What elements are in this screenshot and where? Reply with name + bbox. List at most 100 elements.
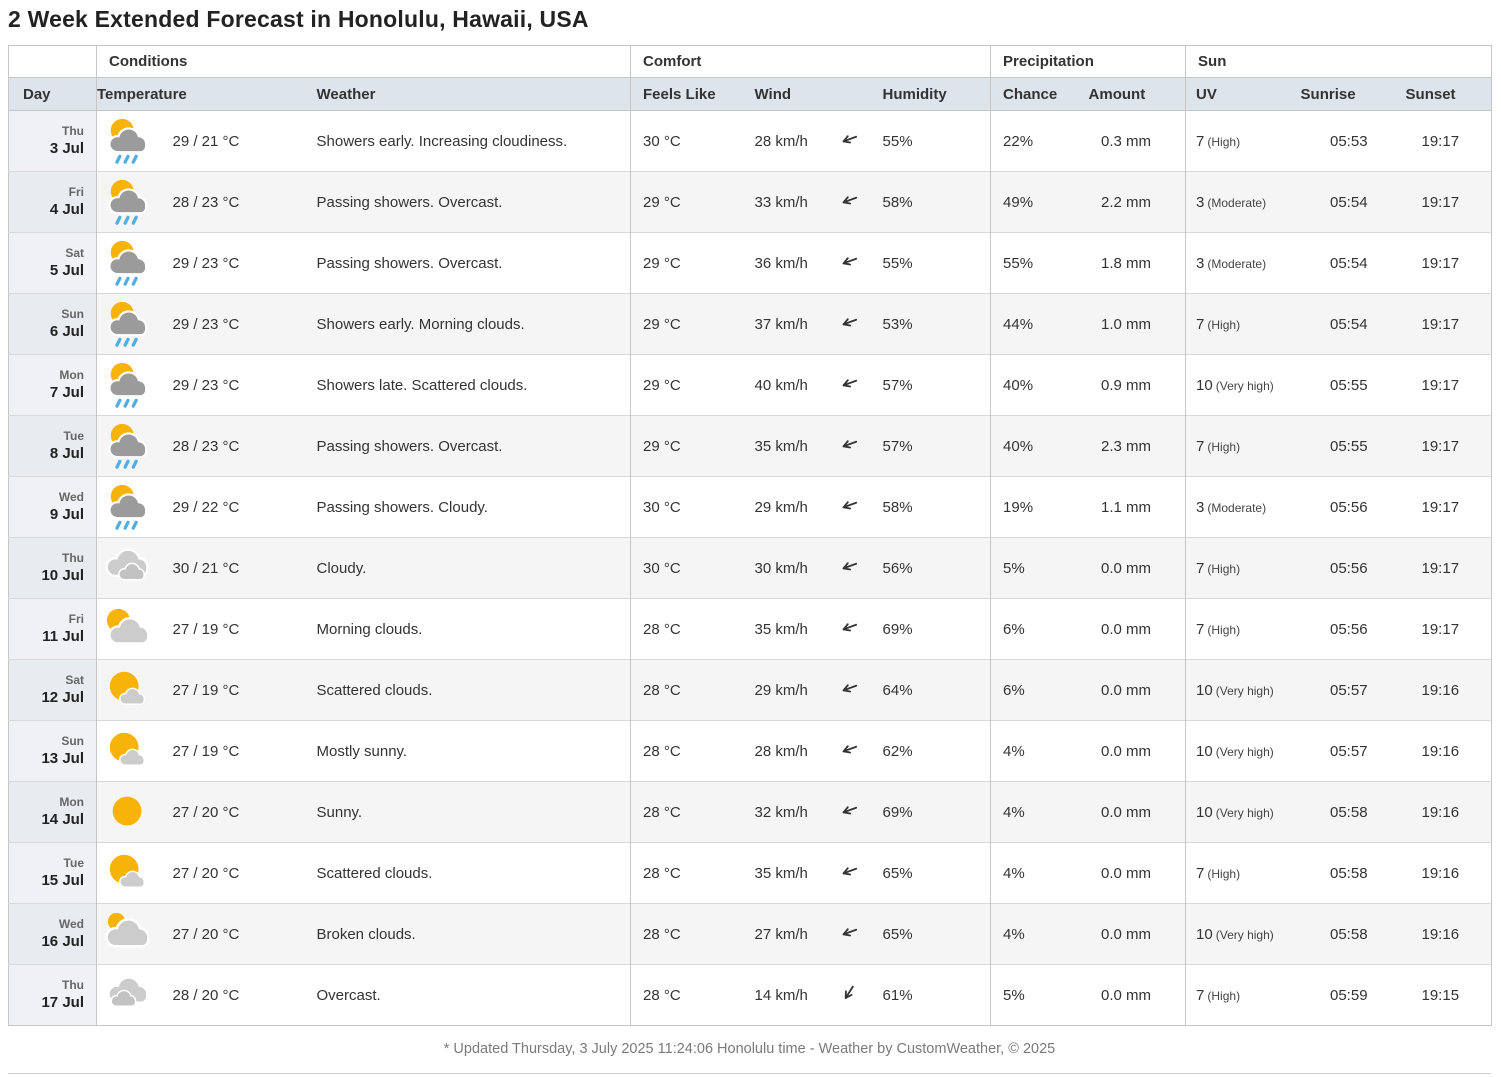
wind-direction-cell xyxy=(828,537,869,599)
precip-amount-cell: 0.0 mm xyxy=(1088,842,1186,904)
weather-description-cell: Showers early. Morning clouds. xyxy=(290,293,631,355)
precip-chance-cell: 22% xyxy=(990,110,1089,172)
table-row: Wed 16 Jul 27 / 20 °C Broken clouds. 28 … xyxy=(8,903,1492,965)
sunset-cell: 19:17 xyxy=(1405,171,1492,233)
precip-amount-cell: 0.0 mm xyxy=(1088,903,1186,965)
weather-icon-cell xyxy=(96,476,159,538)
uv-label: (Moderate) xyxy=(1207,195,1267,210)
weather-description-cell: Broken clouds. xyxy=(290,903,631,965)
sunrise-cell: 05:56 xyxy=(1300,537,1406,599)
uv-cell: 3 (Moderate) xyxy=(1185,476,1301,538)
wind-direction-cell xyxy=(828,659,869,721)
precip-chance-cell: 49% xyxy=(990,171,1089,233)
wind-direction-cell xyxy=(828,964,869,1026)
sunrise-cell: 05:54 xyxy=(1300,293,1406,355)
wind-speed-cell: 28 km/h xyxy=(754,132,808,150)
humidity-cell: 57% xyxy=(868,415,991,477)
sunset-cell: 19:17 xyxy=(1421,132,1460,150)
day-date: 13 Jul xyxy=(41,750,84,767)
day-name: Mon xyxy=(59,368,84,382)
sunset-cell: 19:17 xyxy=(1405,293,1492,355)
overcast-icon xyxy=(97,971,159,1019)
wind-direction-cell xyxy=(828,232,869,294)
weather-icon-cell xyxy=(96,293,159,355)
precip-chance-cell: 4% xyxy=(990,781,1089,843)
humidity-cell: 55% xyxy=(868,232,991,294)
day-date: 17 Jul xyxy=(41,994,84,1011)
uv-value: 10 xyxy=(1196,681,1213,699)
precip-chance-cell: 4% xyxy=(990,842,1089,904)
weather-icon-cell xyxy=(96,232,159,294)
wind-direction-arrow-icon xyxy=(842,195,858,204)
wind-direction-cell xyxy=(828,720,869,782)
group-header-row: Conditions Comfort Precipitation Sun xyxy=(8,45,1492,78)
precip-amount-cell: 0.0 mm xyxy=(1088,964,1186,1026)
weather-description-cell: Overcast. xyxy=(290,964,631,1026)
temperature-cell: 29 / 23 °C xyxy=(158,293,291,355)
col-header-chance: Chance xyxy=(990,77,1089,111)
sunrise-cell: 05:58 xyxy=(1300,781,1406,843)
wind-direction-arrow-icon xyxy=(842,561,858,570)
wind-speed-cell: 28 km/h xyxy=(744,720,829,782)
day-date: 16 Jul xyxy=(41,933,84,950)
humidity-cell: 69% xyxy=(868,781,991,843)
sunrise-cell: 05:59 xyxy=(1300,964,1406,1026)
sunset-cell: 19:15 xyxy=(1405,964,1492,1026)
wind-direction-cell xyxy=(828,171,869,233)
table-row: Fri 4 Jul 28 / 23 °C Passing showers. Ov… xyxy=(8,171,1492,233)
wind-direction-cell xyxy=(828,354,869,416)
uv-label: (High) xyxy=(1207,439,1241,454)
precip-chance-cell: 19% xyxy=(990,476,1089,538)
temperature-cell: 29 / 22 °C xyxy=(158,476,291,538)
precip-amount-cell: 2.2 mm xyxy=(1088,171,1186,233)
footer-note: * Updated Thursday, 3 July 2025 11:24:06… xyxy=(8,1026,1491,1074)
uv-cell: 7 (High) xyxy=(1185,537,1301,599)
day-cell: Fri 4 Jul xyxy=(8,171,97,233)
uv-value: 7 xyxy=(1196,315,1205,333)
day-cell: Thu 10 Jul xyxy=(8,537,97,599)
table-row: Tue 15 Jul 27 / 20 °C Scattered clouds. … xyxy=(8,842,1492,904)
uv-label: (Very high) xyxy=(1215,744,1274,759)
precip-chance-cell: 6% xyxy=(990,659,1089,721)
wind-direction-cell xyxy=(828,415,869,477)
uv-value: 10 xyxy=(1196,742,1213,760)
day-name: Sun xyxy=(61,307,84,321)
sunrise-cell: 05:54 xyxy=(1300,232,1406,294)
wind-direction-arrow-icon xyxy=(842,134,858,143)
weather-icon-cell xyxy=(96,110,159,172)
feels-like-cell: 28 °C xyxy=(630,842,745,904)
wind-direction-arrow-icon xyxy=(842,683,858,692)
sun-small-cloud-icon xyxy=(97,849,159,897)
feels-like-cell: 29 °C xyxy=(630,232,745,294)
precip-chance-cell: 40% xyxy=(990,415,1089,477)
col-header-sunrise: Sunrise xyxy=(1300,77,1406,111)
humidity-cell: 65% xyxy=(868,842,991,904)
uv-label: (Moderate) xyxy=(1207,500,1267,515)
weather-icon-cell xyxy=(96,354,159,416)
wind-speed-cell: 30 km/h xyxy=(744,537,829,599)
temperature-cell: 30 / 21 °C xyxy=(158,537,291,599)
showers-icon xyxy=(97,178,159,226)
weather-description-cell: Scattered clouds. xyxy=(290,842,631,904)
group-header-precipitation: Precipitation xyxy=(990,45,1186,78)
uv-value: 3 xyxy=(1196,254,1205,272)
wind-direction-cell xyxy=(828,598,869,660)
wind-direction-cell xyxy=(828,903,869,965)
wind-speed-cell: 32 km/h xyxy=(744,781,829,843)
sunset-cell: 19:17 xyxy=(1405,415,1492,477)
weather-description-cell: Showers late. Scattered clouds. xyxy=(290,354,631,416)
day-cell: Thu 17 Jul xyxy=(8,964,97,1026)
sunset-cell: 19:17 xyxy=(1405,232,1492,294)
wind-direction-arrow-icon xyxy=(842,317,858,326)
morning-clouds-icon xyxy=(97,605,159,653)
table-row: Tue 8 Jul 28 / 23 °C Passing showers. Ov… xyxy=(8,415,1492,477)
table-row: Sun 6 Jul 29 / 23 °C Showers early. Morn… xyxy=(8,293,1492,355)
wind-speed-cell: 14 km/h xyxy=(744,964,829,1026)
uv-cell: 7 (High) xyxy=(1185,964,1301,1026)
feels-like-cell: 30 °C xyxy=(630,476,745,538)
humidity-cell: 55% xyxy=(882,132,913,150)
table-row: Thu 17 Jul 28 / 20 °C Overcast. 28 °C 14… xyxy=(8,964,1492,1026)
uv-cell: 10 (Very high) xyxy=(1185,354,1301,416)
sunset-cell: 19:16 xyxy=(1405,903,1492,965)
uv-label: (High) xyxy=(1207,866,1241,881)
